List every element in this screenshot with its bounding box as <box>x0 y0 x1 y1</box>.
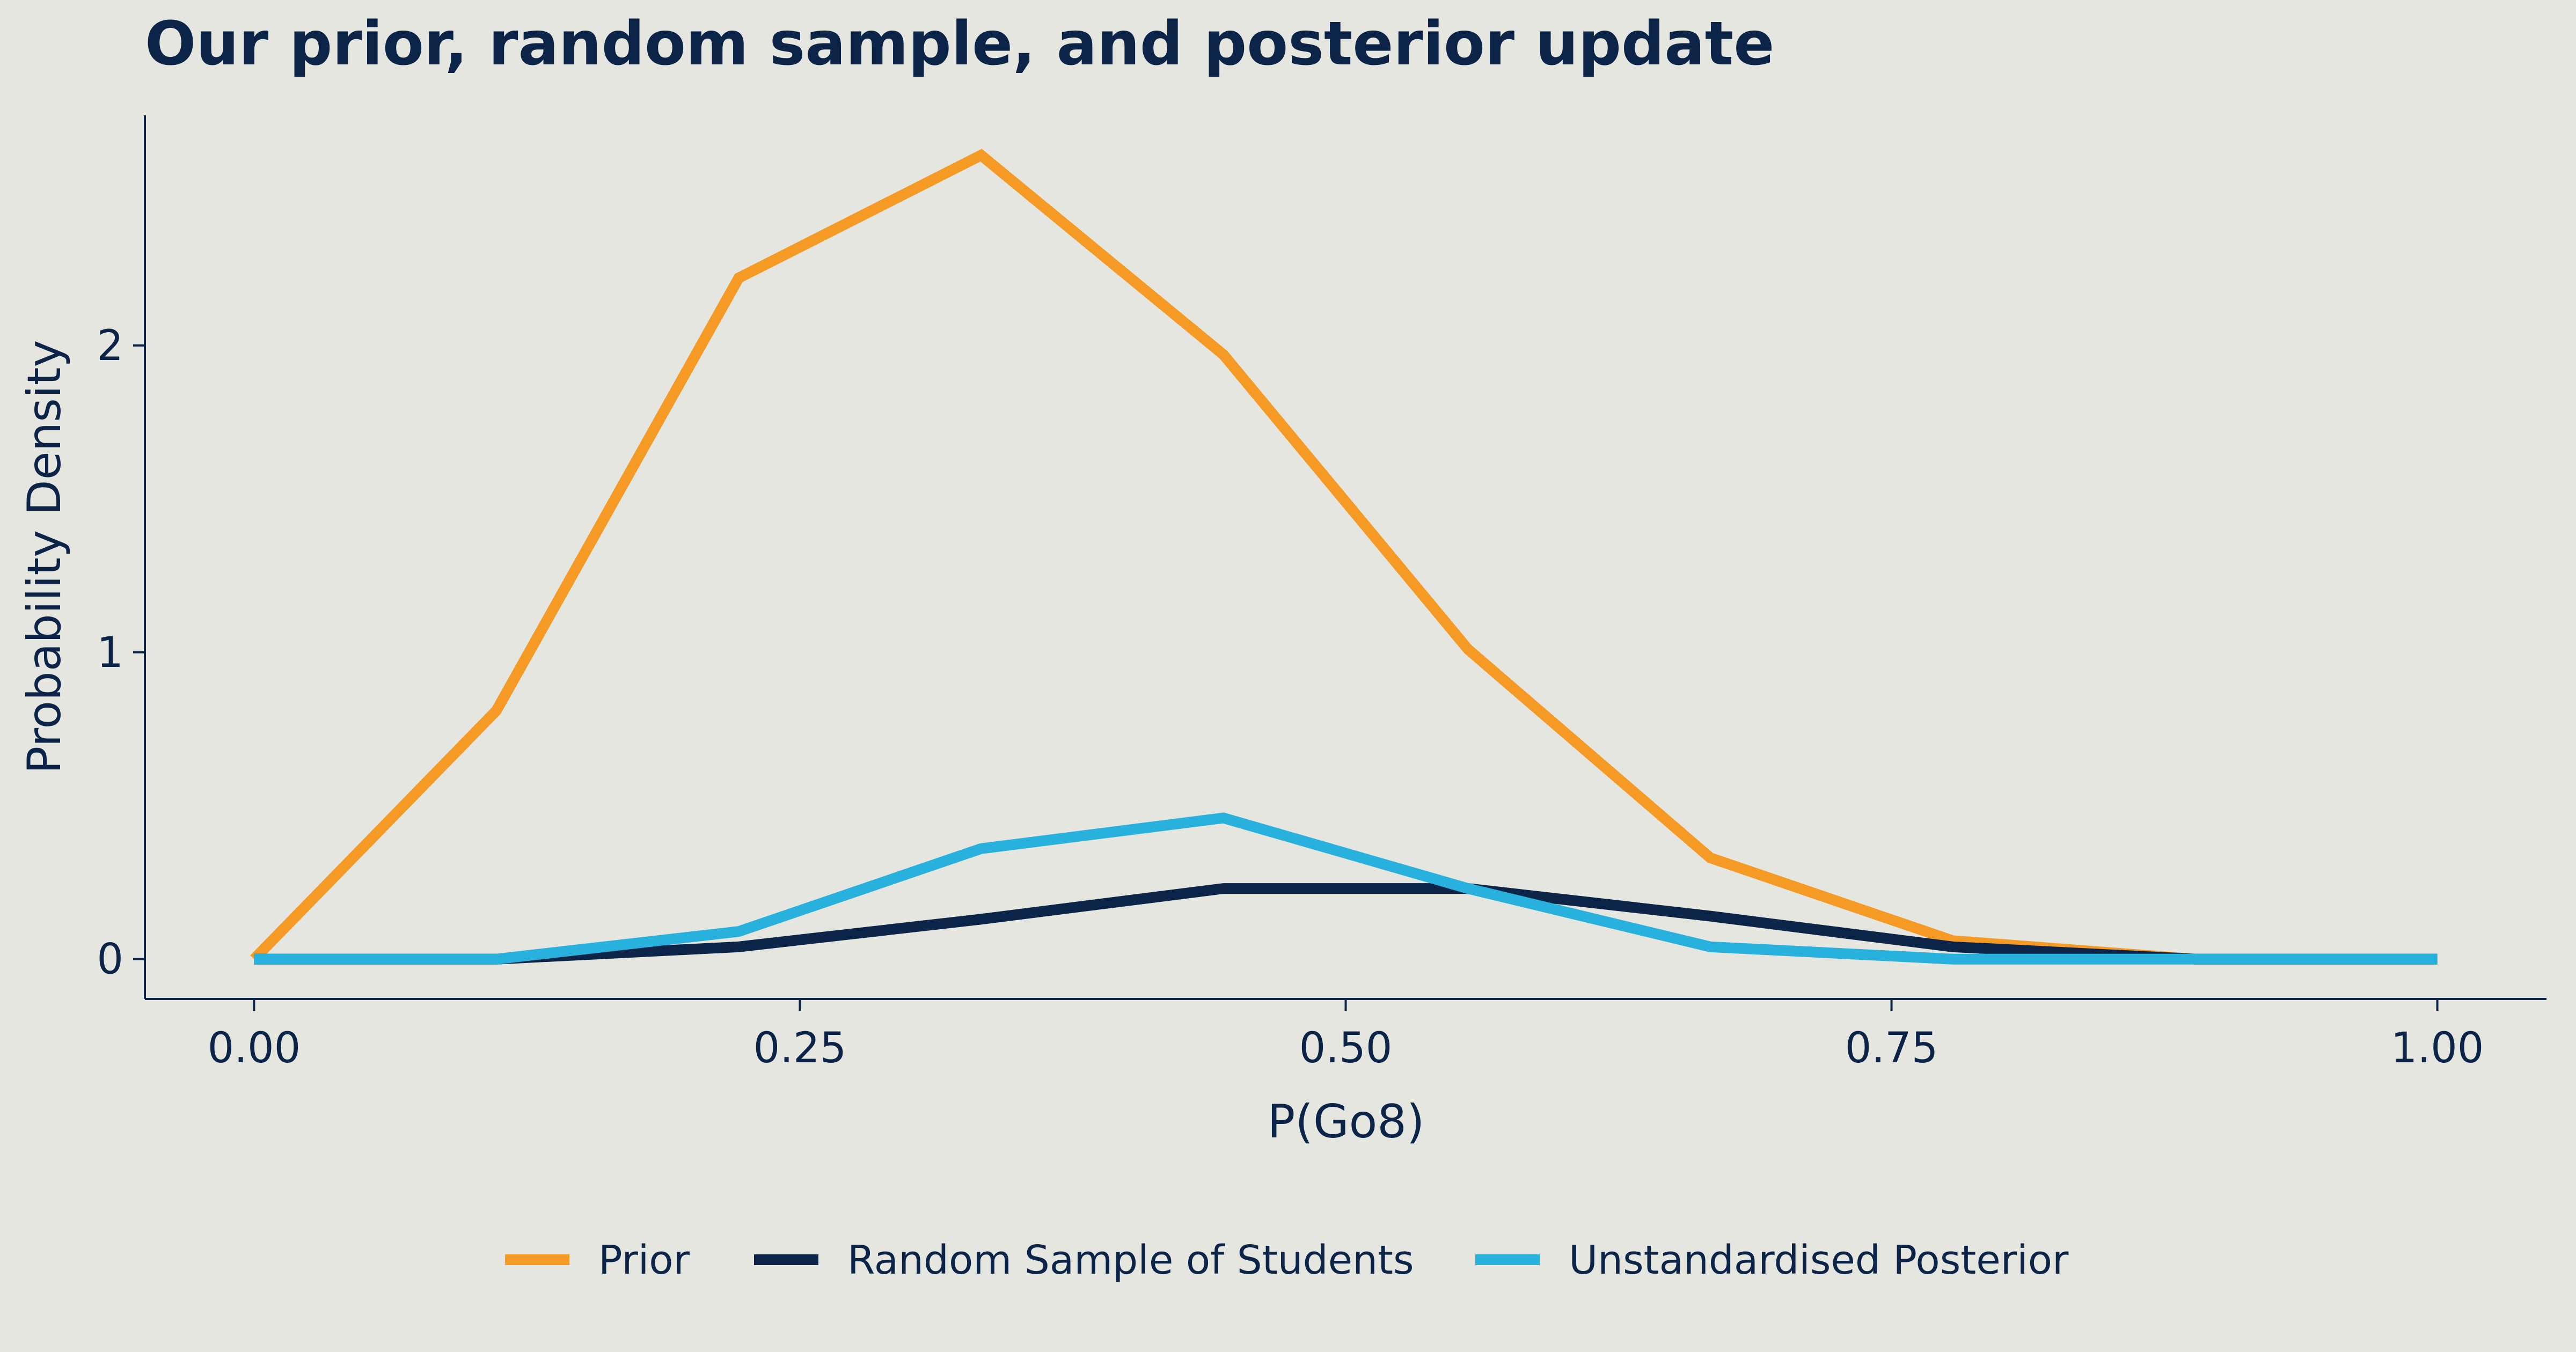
series-line-random-sample-of-students <box>254 883 2438 965</box>
chart-title: Our prior, random sample, and posterior … <box>145 9 1774 79</box>
y-tick-label: 1 <box>97 629 123 677</box>
x-axis-label: P(Go8) <box>1268 1095 1425 1149</box>
x-tick-label: 0.50 <box>1299 1024 1393 1072</box>
x-ticks: 0.00 0.25 0.50 0.75 1.00 <box>208 999 2484 1072</box>
y-tick-label: 2 <box>97 322 123 370</box>
legend: Prior Random Sample of Students Unstandard… <box>505 1237 2069 1283</box>
y-ticks: 0 1 2 <box>97 322 145 984</box>
x-tick-label: 1.00 <box>2391 1024 2484 1072</box>
series-line-prior <box>250 149 2438 965</box>
legend-label-unstandardised-posterior: Unstandardised Posterior <box>1569 1237 2069 1283</box>
x-tick-label: 0.00 <box>208 1024 301 1072</box>
x-tick-label: 0.75 <box>1845 1024 1938 1072</box>
axes <box>144 115 2546 1000</box>
legend-label-random-sample-of-students: Random Sample of Students <box>847 1237 1414 1283</box>
legend-label-prior: Prior <box>598 1237 690 1283</box>
series-line-unstandardised-posterior <box>254 812 2438 965</box>
y-axis-label: Probability Density <box>18 340 71 774</box>
series-layer <box>250 149 2438 965</box>
x-tick-label: 0.25 <box>753 1024 847 1072</box>
y-tick-label: 0 <box>97 936 123 984</box>
